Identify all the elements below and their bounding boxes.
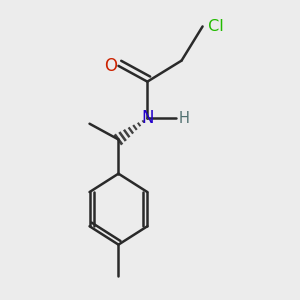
Text: N: N xyxy=(141,110,154,128)
Text: Cl: Cl xyxy=(202,19,223,34)
Text: H: H xyxy=(178,111,189,126)
Text: O: O xyxy=(104,57,117,75)
